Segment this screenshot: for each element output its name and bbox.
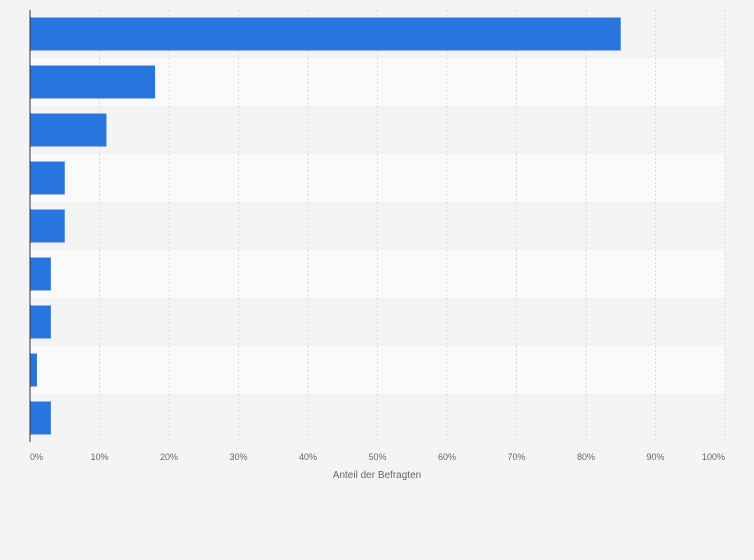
bar[interactable] bbox=[30, 353, 37, 387]
x-tick-label: 20% bbox=[160, 452, 178, 462]
bar[interactable] bbox=[30, 65, 156, 99]
bar[interactable] bbox=[30, 161, 65, 195]
bar[interactable] bbox=[30, 305, 51, 339]
x-tick-label: 10% bbox=[90, 452, 108, 462]
x-tick-label: 30% bbox=[229, 452, 247, 462]
x-axis-label: Anteil der Befragten bbox=[333, 470, 421, 481]
x-tick-label: 0% bbox=[30, 452, 43, 462]
x-tick-label: 80% bbox=[577, 452, 595, 462]
bar[interactable] bbox=[30, 209, 65, 243]
x-tick-label: 90% bbox=[646, 452, 664, 462]
grid-lines bbox=[99, 10, 726, 442]
x-tick-label: 50% bbox=[368, 452, 386, 462]
bar[interactable] bbox=[30, 17, 621, 51]
x-tick-label: 100% bbox=[702, 452, 725, 462]
bar[interactable] bbox=[30, 257, 51, 291]
x-tick-label: 40% bbox=[299, 452, 317, 462]
bars bbox=[30, 17, 621, 435]
x-tick-label: 70% bbox=[507, 452, 525, 462]
x-tick-labels: 0% 10% 20% 30% 40% 50% 60% 70% 80% 90% 100% bbox=[30, 452, 725, 462]
x-tick-label: 60% bbox=[438, 452, 456, 462]
bar[interactable] bbox=[30, 113, 107, 147]
bar[interactable] bbox=[30, 401, 51, 435]
